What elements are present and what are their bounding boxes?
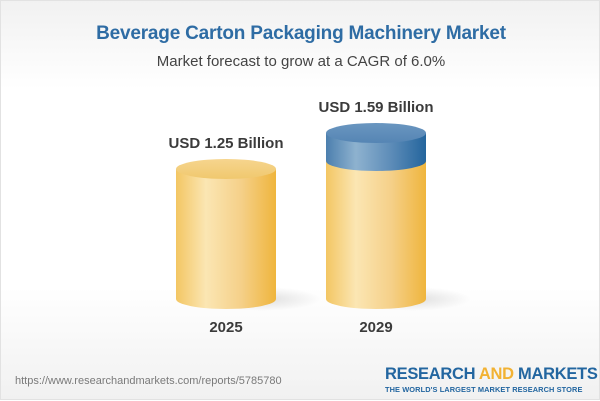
logo-wordmark: RESEARCH AND MARKETS: [385, 365, 598, 384]
source-url[interactable]: https://www.researchandmarkets.com/repor…: [15, 375, 282, 387]
logo-tagline: THE WORLD'S LARGEST MARKET RESEARCH STOR…: [385, 385, 583, 394]
chart-subtitle: Market forecast to grow at a CAGR of 6.0…: [156, 53, 446, 70]
logo-and: AND: [478, 365, 514, 383]
chart-title: Beverage Carton Packaging Machinery Mark…: [96, 23, 506, 44]
logo-markets: MARKETS: [518, 365, 598, 383]
value-label-2029: USD 1.59 Billion: [318, 99, 434, 116]
logo-research: RESEARCH: [385, 365, 476, 383]
research-and-markets-logo: RESEARCH AND MARKETS THE WORLD'S LARGEST…: [385, 365, 598, 394]
year-label-2029: 2029: [359, 319, 393, 336]
cylinder-2029: [326, 123, 426, 309]
cylinder-2025: [176, 159, 276, 309]
year-label-2025: 2025: [209, 319, 243, 336]
value-label-2025: USD 1.25 Billion: [168, 135, 284, 152]
cylinder-2029-growth-segment: [326, 133, 426, 171]
